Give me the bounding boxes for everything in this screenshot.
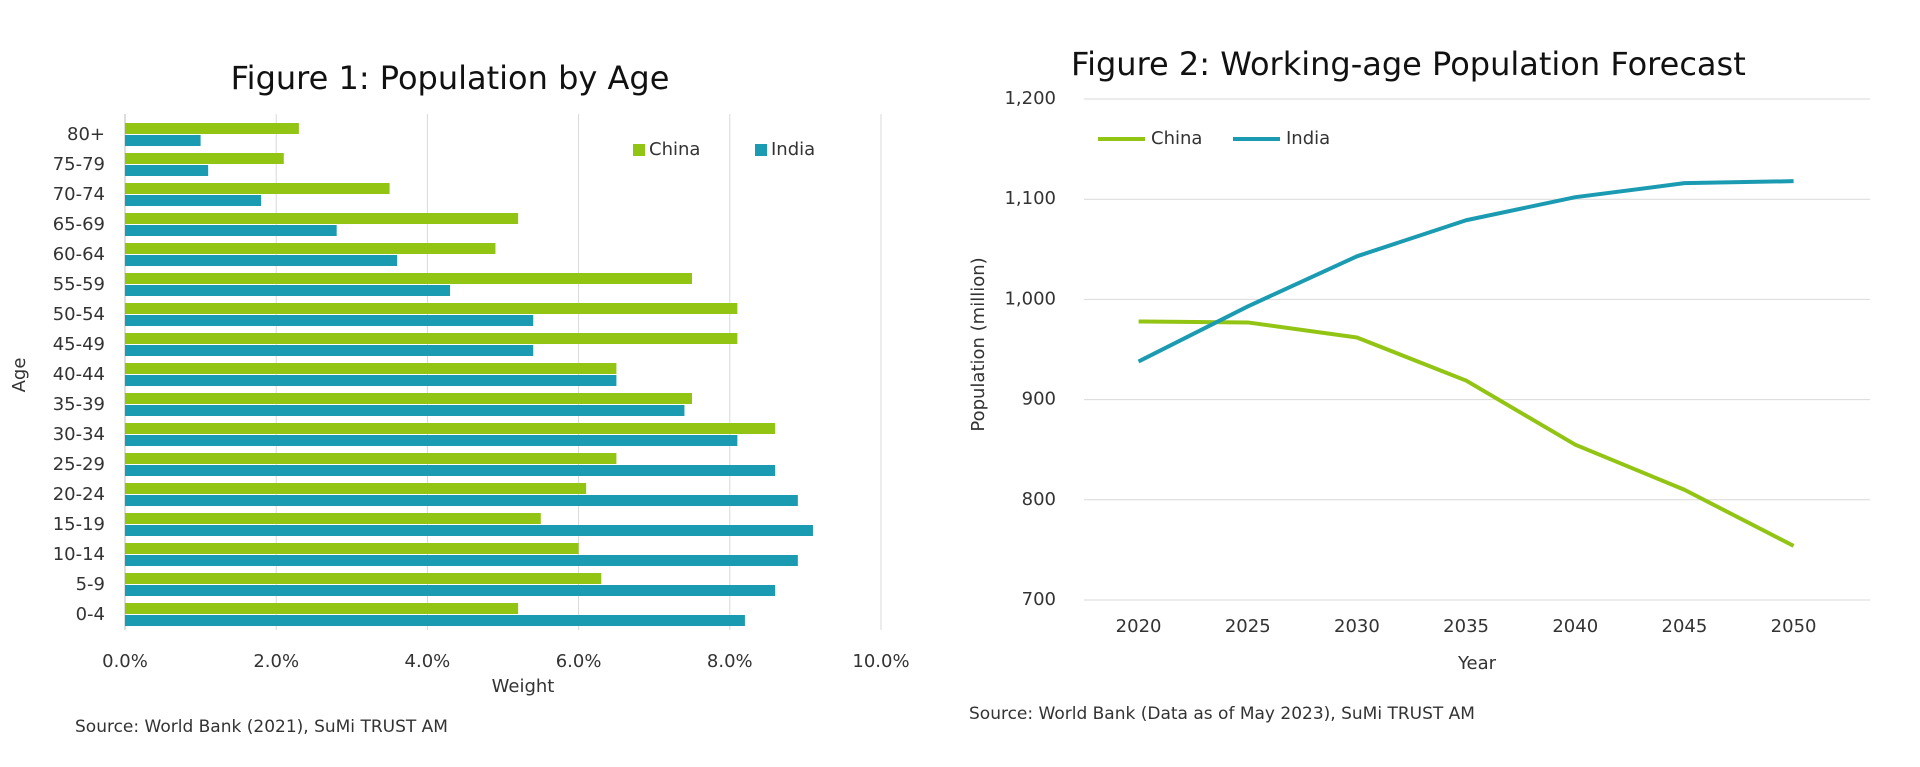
bar (125, 495, 798, 506)
line-chart: 700 800 900 1,000 1,100 1,200 2020 2025 2030 2035… (968, 88, 1870, 674)
x-tick-label: 6.0% (556, 651, 602, 672)
y-tick-label: 60-64 (53, 244, 105, 265)
y-tick-label: 40-44 (53, 364, 105, 385)
y-tick-label: 5-9 (76, 574, 105, 595)
bar (125, 615, 745, 626)
x-axis-title: Weight (492, 676, 555, 697)
bar (125, 243, 496, 254)
legend-swatch (755, 144, 767, 156)
y-tick-label: 30-34 (53, 424, 105, 445)
bar (125, 393, 692, 404)
y-tick-label: 20-24 (53, 484, 105, 505)
y-tick-label: 75-79 (53, 154, 105, 175)
y-tick-label: 0-4 (76, 604, 105, 625)
x-axis-title: Year (1457, 653, 1497, 674)
y-tick-label: 45-49 (53, 334, 105, 355)
y-tick-label: 1,000 (1004, 288, 1056, 309)
y-tick-label: 25-29 (53, 454, 105, 475)
bar (125, 435, 738, 446)
bar (125, 303, 738, 314)
bar (125, 483, 587, 494)
bar (125, 195, 262, 206)
y-tick-label: 900 (1022, 389, 1056, 410)
x-tick-label: 2025 (1225, 616, 1271, 637)
x-tick-label: 2020 (1116, 616, 1162, 637)
y-tick-label: 35-39 (53, 394, 105, 415)
legend-swatch (633, 144, 645, 156)
bar (125, 165, 209, 176)
bar (125, 375, 617, 386)
bar (125, 213, 519, 224)
bar (125, 453, 617, 464)
bar (125, 423, 776, 434)
y-tick-label: 1,100 (1004, 188, 1056, 209)
bar (125, 183, 390, 194)
bar (125, 603, 519, 614)
legend-label: China (649, 139, 700, 160)
source-note: Source: World Bank (Data as of May 2023)… (969, 704, 1475, 724)
x-tick-label: 2.0% (253, 651, 299, 672)
legend-label: India (771, 139, 815, 160)
y-tick-label: 55-59 (53, 274, 105, 295)
bar (125, 465, 776, 476)
bar (125, 573, 602, 584)
y-tick-label: 50-54 (53, 304, 105, 325)
line (1138, 319, 1795, 548)
chart-title: Figure 1: Population by Age (231, 59, 670, 97)
x-tick-label: 2045 (1662, 616, 1708, 637)
chart-title: Figure 2: Working-age Population Forecas… (1071, 45, 1746, 83)
x-tick-label: 2040 (1552, 616, 1598, 637)
bar (125, 543, 579, 554)
bar (125, 225, 337, 236)
bar (125, 153, 284, 164)
y-tick-label: 700 (1022, 589, 1056, 610)
source-note: Source: World Bank (2021), SuMi TRUST AM (75, 717, 448, 737)
x-tick-label: 2035 (1443, 616, 1489, 637)
bar-chart: 0.0% 2.0% 4.0% 6.0% 8.0% 10.0% 80+ 75-79 70-74 65… (9, 114, 910, 697)
bar (125, 345, 534, 356)
bar (125, 315, 534, 326)
y-tick-label: 1,200 (1004, 88, 1056, 109)
line (1137, 179, 1794, 364)
y-axis-title: Population (million) (968, 257, 989, 431)
bar (125, 255, 398, 266)
x-tick-label: 2030 (1334, 616, 1380, 637)
x-tick-label: 0.0% (102, 651, 148, 672)
bar (125, 585, 776, 596)
bar (125, 123, 299, 134)
x-tick-label: 4.0% (405, 651, 451, 672)
bar (125, 525, 813, 536)
y-tick-label: 10-14 (53, 544, 105, 565)
x-tick-label: 2050 (1771, 616, 1817, 637)
y-tick-label: 70-74 (53, 184, 105, 205)
bar (125, 273, 692, 284)
legend-label: China (1151, 128, 1202, 149)
bar (125, 555, 798, 566)
bar (125, 333, 738, 344)
y-axis-title: Age (9, 358, 30, 393)
y-tick-label: 15-19 (53, 514, 105, 535)
x-tick-label: 8.0% (707, 651, 753, 672)
y-tick-label: 800 (1022, 489, 1056, 510)
bar (125, 135, 201, 146)
bar (125, 405, 685, 416)
legend-label: India (1286, 128, 1330, 149)
x-tick-label: 10.0% (852, 651, 909, 672)
bar (125, 513, 541, 524)
y-tick-label: 80+ (67, 124, 105, 145)
bar (125, 285, 451, 296)
bar (125, 363, 617, 374)
y-tick-label: 65-69 (53, 214, 105, 235)
